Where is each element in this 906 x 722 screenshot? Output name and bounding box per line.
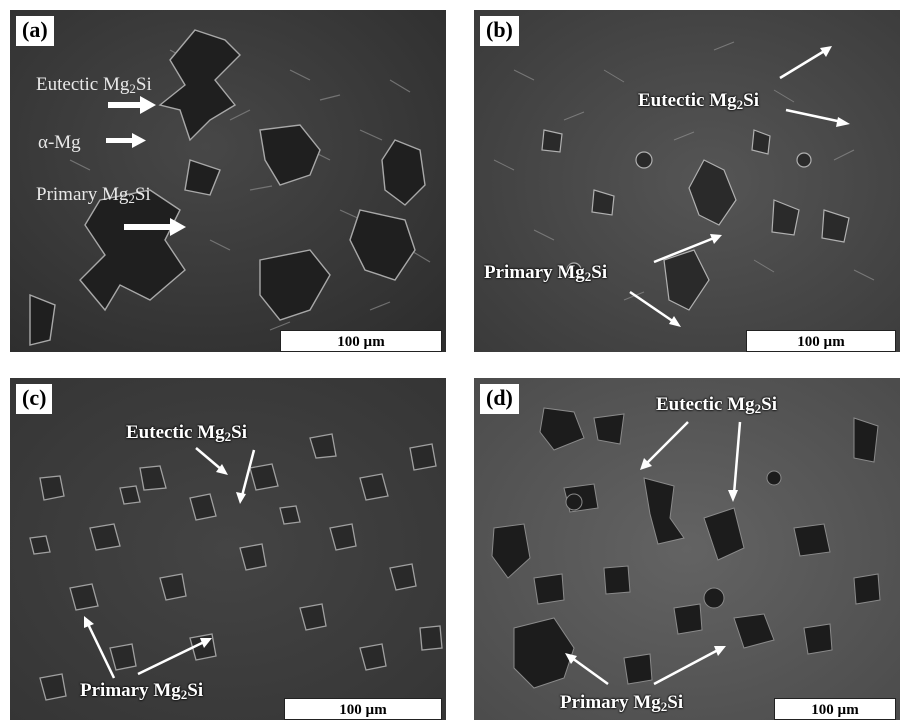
panel-c-primary-label: Primary Mg2Si xyxy=(80,680,203,706)
panel-d-scale-bar: 100 µm xyxy=(774,698,896,720)
panel-a-eutectic-label: Eutectic Mg2Si xyxy=(36,74,152,100)
panel-b-scale-bar: 100 µm xyxy=(746,330,896,352)
micrograph-a-image xyxy=(10,10,446,352)
panel-d-label: (d) xyxy=(480,384,519,414)
panel-c-label: (c) xyxy=(16,384,52,414)
micrograph-d-image xyxy=(474,378,900,720)
panel-a-scale-bar: 100 µm xyxy=(280,330,442,352)
panel-a-alpha-mg-label: α-Mg xyxy=(38,132,81,154)
panel-d-primary-label: Primary Mg2Si xyxy=(560,692,683,718)
micrograph-panel-c: (c) Eutectic Mg2Si Primary Mg2Si 100 µm xyxy=(10,378,446,720)
micrograph-panel-b: (b) Eutectic Mg2Si Primary Mg2Si 100 µm xyxy=(474,10,900,352)
panel-d-eutectic-label: Eutectic Mg2Si xyxy=(656,394,777,420)
panel-b-label: (b) xyxy=(480,16,519,46)
micrograph-panel-a: (a) Eutectic Mg2Si α-Mg Primary Mg2Si 10… xyxy=(10,10,446,352)
panel-b-primary-label: Primary Mg2Si xyxy=(484,262,607,288)
panel-b-eutectic-label: Eutectic Mg2Si xyxy=(638,90,759,116)
micrograph-b-image xyxy=(474,10,900,352)
panel-a-primary-label: Primary Mg2Si xyxy=(36,184,151,210)
panel-a-label: (a) xyxy=(16,16,54,46)
micrograph-panel-d: (d) Eutectic Mg2Si Primary Mg2Si 100 µm xyxy=(474,378,900,720)
panel-c-eutectic-label: Eutectic Mg2Si xyxy=(126,422,247,448)
panel-c-scale-bar: 100 µm xyxy=(284,698,442,720)
